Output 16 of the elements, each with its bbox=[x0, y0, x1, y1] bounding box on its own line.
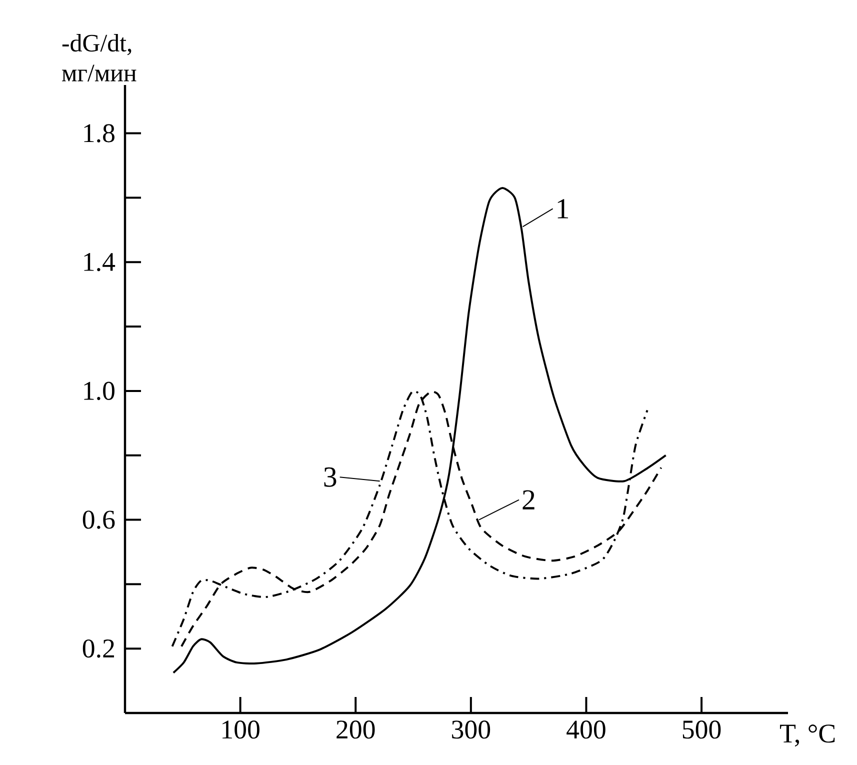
x-axis-title: T, °C bbox=[780, 724, 835, 747]
annotation: 2 bbox=[522, 490, 534, 510]
annotation: 1 bbox=[558, 199, 568, 218]
x-tick-label: 200 bbox=[336, 720, 375, 739]
y-tick-label: 0.6 bbox=[82, 510, 115, 529]
x-tick-label: 500 bbox=[682, 720, 721, 739]
x-tick-label: 400 bbox=[566, 720, 606, 739]
y-tick-label: 0.2 bbox=[82, 639, 114, 658]
y-tick-label: 1.0 bbox=[84, 382, 114, 400]
y-tick-label: 1.4 bbox=[84, 253, 116, 272]
x-tick-label: 300 bbox=[452, 720, 490, 739]
x-tick-label: 100 bbox=[222, 720, 260, 739]
y-axis-title: -dG/dt, мг/мин bbox=[62, 34, 136, 82]
y-tick-label: 1.8 bbox=[84, 124, 114, 142]
line-series bbox=[172, 187, 667, 674]
annotation: 3 bbox=[324, 467, 336, 487]
